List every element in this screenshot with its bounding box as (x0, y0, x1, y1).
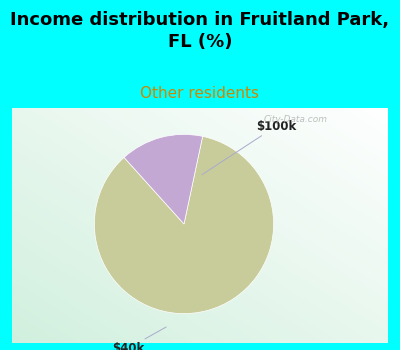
Text: Income distribution in Fruitland Park,
FL (%): Income distribution in Fruitland Park, F… (10, 10, 390, 51)
Text: Other residents: Other residents (140, 86, 260, 101)
Text: $100k: $100k (202, 120, 296, 175)
Wedge shape (94, 136, 274, 314)
Wedge shape (124, 134, 203, 224)
Text: $40k: $40k (112, 327, 166, 350)
Text: City-Data.com: City-Data.com (264, 114, 328, 124)
